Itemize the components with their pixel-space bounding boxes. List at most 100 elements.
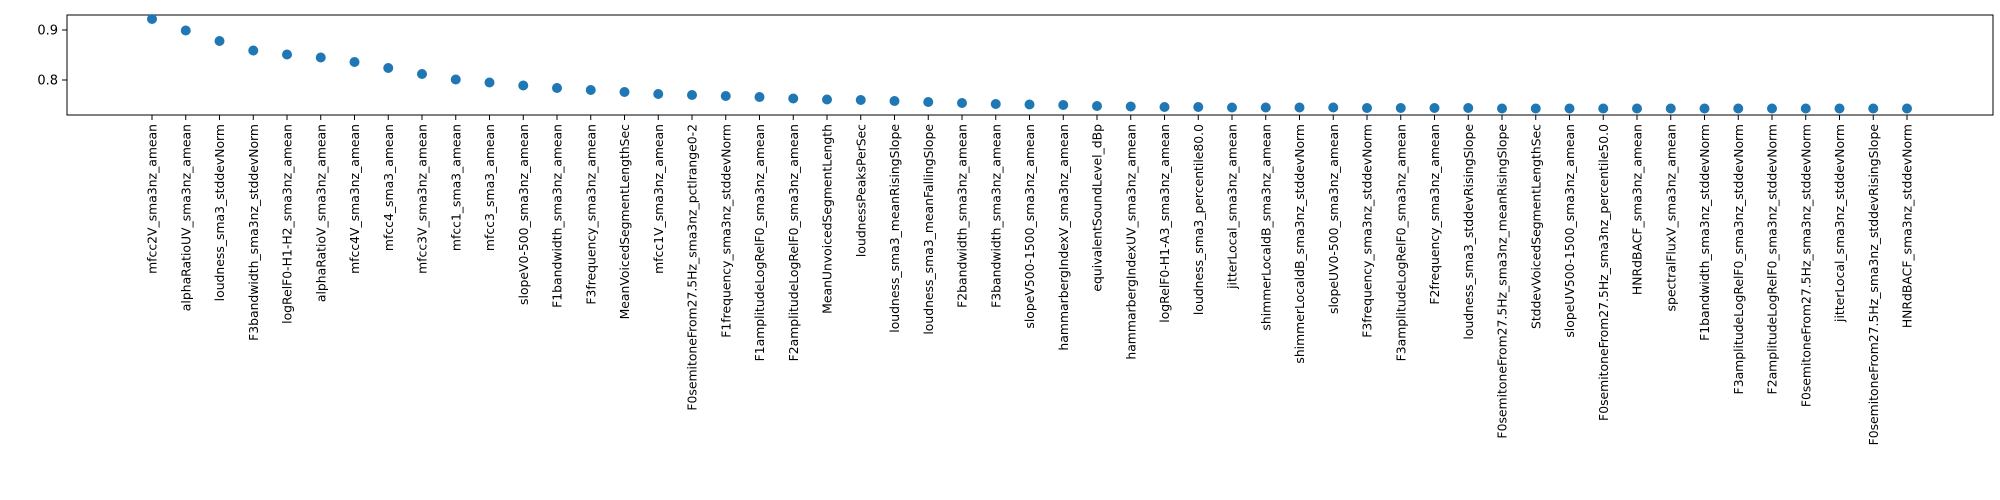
- x-tick-label: F2amplitudeLogRelF0_sma3nz_stddevNorm: [1765, 124, 1780, 394]
- data-point: [1530, 103, 1541, 114]
- data-point: [788, 93, 799, 104]
- data-point: [417, 69, 427, 79]
- data-point: [1868, 103, 1879, 114]
- x-tick-label: slopeV500-1500_sma3nz_amean: [1022, 124, 1037, 329]
- x-tick-label: F3frequency_sma3nz_amean: [583, 124, 598, 305]
- data-point: [1125, 101, 1136, 112]
- x-tick-label: alphaRatioV_sma3nz_amean: [313, 124, 328, 302]
- data-point: [1564, 103, 1575, 114]
- x-tick-label: slopeUV0-500_sma3nz_amean: [1326, 124, 1341, 314]
- x-tick-label: HNRdBACF_sma3nz_stddevNorm: [1900, 124, 1915, 328]
- x-tick-label: hammarbergIndexV_sma3nz_amean: [1056, 124, 1071, 351]
- data-point: [957, 98, 967, 108]
- y-tick-label: 0.9: [37, 24, 58, 39]
- data-point: [315, 52, 326, 63]
- data-point: [1429, 103, 1440, 113]
- x-tick-label: mfcc2V_sma3nz_amean: [145, 124, 160, 274]
- data-point: [1800, 103, 1811, 114]
- x-tick-label: hammarbergIndexUV_sma3nz_amean: [1123, 124, 1138, 360]
- x-tick-label: F0semitoneFrom27.5Hz_sma3nz_stddevNorm: [1798, 124, 1813, 407]
- x-tick-label: F3bandwidth_sma3nz_stddevNorm: [246, 124, 261, 341]
- data-point: [1260, 102, 1271, 113]
- data-points: [147, 14, 1912, 114]
- x-tick-label: MeanUnvoicedSegmentLength: [820, 124, 835, 314]
- data-point: [653, 89, 664, 99]
- x-tick-label: logRelF0-H1-H2_sma3nz_amean: [280, 124, 295, 324]
- data-point: [1733, 103, 1744, 114]
- x-tick-label: loudness_sma3_percentile80.0: [1191, 124, 1206, 315]
- y-axis: 0.8 0.9: [37, 24, 67, 89]
- x-tick-label: mfcc1V_sma3nz_amean: [651, 124, 666, 274]
- x-tick-label: F2amplitudeLogRelF0_sma3nz_amean: [786, 124, 801, 361]
- x-tick-label: slopeV0-500_sma3nz_amean: [516, 124, 531, 305]
- data-point: [720, 91, 731, 101]
- x-tick-label: HNRdBACF_sma3nz_amean: [1630, 124, 1645, 295]
- x-tick-label: F3amplitudeLogRelF0_sma3nz_amean: [1393, 124, 1408, 361]
- x-tick-label: loudness_sma3_stddevRisingSlope: [1461, 124, 1476, 340]
- x-tick-label: mfcc4V_sma3nz_amean: [347, 124, 362, 274]
- x-tick-label: alphaRatioUV_sma3nz_amean: [178, 124, 193, 311]
- data-point: [1058, 100, 1069, 110]
- x-tick-label: slopeUV500-1500_sma3nz_amean: [1562, 124, 1577, 338]
- data-point: [518, 80, 529, 91]
- data-point: [1159, 102, 1170, 112]
- data-point: [1362, 103, 1372, 113]
- x-tick-label: F0semitoneFrom27.5Hz_sma3nz_meanRisingSl…: [1495, 124, 1510, 439]
- data-point: [619, 87, 630, 97]
- data-point: [1767, 103, 1777, 114]
- x-tick-label: F1bandwidth_sma3nz_amean: [550, 124, 565, 308]
- data-point: [754, 92, 765, 102]
- x-tick-label: shimmerLocaldB_sma3nz_amean: [1258, 124, 1273, 331]
- data-point: [1497, 103, 1507, 114]
- data-point: [1395, 103, 1406, 113]
- data-point: [1193, 102, 1204, 112]
- x-tick-label: F3amplitudeLogRelF0_sma3nz_stddevNorm: [1731, 124, 1746, 394]
- data-point: [1598, 103, 1609, 114]
- data-point: [484, 77, 495, 88]
- x-tick-label: F1amplitudeLogRelF0_sma3nz_amean: [752, 124, 767, 361]
- data-point: [1294, 102, 1305, 113]
- x-tick-label: F0semitoneFrom27.5Hz_sma3nz_percentile50…: [1596, 124, 1611, 421]
- data-point: [282, 49, 292, 60]
- x-tick-label: F0semitoneFrom27.5Hz_sma3nz_pctlrange0-2: [685, 124, 700, 411]
- x-tick-label: loudness_sma3_meanRisingSlope: [887, 124, 902, 333]
- x-tick-label: mfcc1_sma3_amean: [448, 124, 463, 251]
- data-point: [552, 83, 562, 93]
- x-tick-label: shimmerLocaldB_sma3nz_stddevNorm: [1292, 124, 1307, 364]
- data-point: [855, 95, 866, 105]
- data-point: [1699, 103, 1710, 114]
- data-point: [248, 45, 259, 56]
- x-tick-label: loudness_sma3_stddevNorm: [212, 124, 227, 301]
- data-point: [687, 90, 697, 100]
- x-tick-label: loudnessPeaksPerSec: [853, 124, 868, 257]
- x-tick-label: F2frequency_sma3nz_amean: [1427, 124, 1442, 305]
- x-tick-label: F1bandwidth_sma3nz_stddevNorm: [1697, 124, 1712, 341]
- data-point: [585, 85, 596, 95]
- data-point: [923, 97, 934, 107]
- x-axis: mfcc2V_sma3nz_amean alphaRatioUV_sma3nz_a…: [145, 115, 1915, 445]
- data-point: [349, 57, 360, 67]
- x-tick-label: MeanVoicedSegmentLengthSec: [617, 124, 632, 320]
- x-tick-label: F3bandwidth_sma3nz_amean: [988, 124, 1003, 308]
- data-point: [1227, 102, 1237, 113]
- data-point: [1328, 102, 1339, 113]
- data-point: [1834, 103, 1845, 114]
- data-point: [180, 25, 191, 36]
- data-point: [1665, 103, 1676, 114]
- x-tick-label: F2bandwidth_sma3nz_amean: [955, 124, 970, 308]
- data-point: [990, 99, 1001, 109]
- x-tick-label: jitterLocal_sma3nz_amean: [1225, 124, 1240, 290]
- x-tick-label: F0semitoneFrom27.5Hz_sma3nz_stddevRising…: [1866, 124, 1881, 445]
- data-point: [147, 14, 157, 24]
- data-point: [1092, 101, 1102, 111]
- data-point: [889, 96, 900, 106]
- x-tick-label: jitterLocal_sma3nz_stddevNorm: [1832, 124, 1847, 323]
- x-tick-label: spectralFluxV_sma3nz_amean: [1663, 124, 1678, 311]
- x-tick-label: F3frequency_sma3nz_stddevNorm: [1360, 124, 1375, 338]
- data-point: [1632, 103, 1642, 114]
- data-point: [214, 36, 225, 46]
- data-point: [450, 74, 461, 85]
- x-tick-label: mfcc3_sma3_amean: [482, 124, 497, 251]
- x-tick-label: mfcc3V_sma3nz_amean: [415, 124, 430, 274]
